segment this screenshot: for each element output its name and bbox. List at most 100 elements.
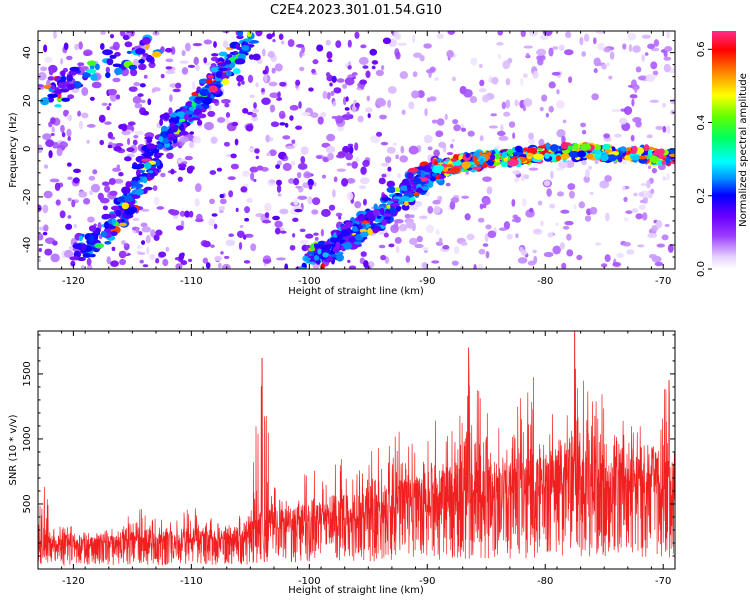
heatmap-cell <box>341 114 352 121</box>
heatmap-cell <box>630 155 640 161</box>
heatmap-cell <box>135 188 144 196</box>
heatmap-cell <box>358 185 367 190</box>
heatmap-cell <box>467 130 475 137</box>
heatmap-cell <box>124 243 128 248</box>
heatmap-cell <box>336 78 345 83</box>
heatmap-cell <box>199 88 209 97</box>
heatmap-cell <box>92 169 98 175</box>
heatmap-cell <box>617 156 623 163</box>
heatmap-cell <box>125 181 132 188</box>
spectrogram-x-tick-label: -70 <box>655 276 671 287</box>
heatmap-cell <box>360 44 367 49</box>
heatmap-cell <box>278 33 284 40</box>
snr-y-label: SNR (10 * v/v) <box>8 414 19 485</box>
heatmap-cell <box>337 151 347 157</box>
heatmap-cell <box>484 233 489 242</box>
heatmap-cell <box>579 36 584 46</box>
heatmap-cell <box>140 240 146 245</box>
heatmap-cell <box>335 40 342 49</box>
heatmap-cell <box>42 204 49 214</box>
heatmap-cell <box>357 115 364 123</box>
heatmap-cell <box>593 57 601 67</box>
heatmap-cell <box>528 31 538 37</box>
heatmap-cell <box>407 219 415 229</box>
heatmap-cell <box>116 164 120 169</box>
spectrogram-y-tick-label: 40 <box>22 46 33 59</box>
heatmap-cell <box>195 96 206 101</box>
heatmap-cell <box>213 223 218 230</box>
heatmap-cell <box>662 102 666 108</box>
heatmap-cell <box>56 147 63 157</box>
heatmap-cell <box>401 204 410 211</box>
heatmap-cell <box>629 94 638 99</box>
heatmap-cell <box>662 176 666 181</box>
heatmap-cell <box>365 107 373 113</box>
heatmap-cell <box>528 132 534 140</box>
heatmap-cell <box>654 261 664 267</box>
heatmap-cell <box>303 257 311 261</box>
snr-x-tick-label: -70 <box>655 576 671 587</box>
heatmap-cell <box>650 188 655 195</box>
heatmap-cell <box>488 125 499 129</box>
heatmap-cell <box>593 68 598 74</box>
heatmap-cell <box>555 167 564 171</box>
heatmap-cell <box>51 126 55 133</box>
heatmap-cell <box>320 112 327 118</box>
heatmap-cell <box>208 218 216 226</box>
heatmap-cell <box>82 253 92 258</box>
heatmap-cell <box>538 138 545 148</box>
heatmap-cell <box>38 233 44 241</box>
heatmap-cell <box>548 47 554 57</box>
heatmap-cell <box>566 233 572 241</box>
heatmap-cell <box>646 73 656 82</box>
heatmap-cell <box>505 78 511 86</box>
heatmap-cell <box>460 241 468 246</box>
heatmap-cell <box>395 51 401 60</box>
heatmap-cell <box>296 171 302 179</box>
heatmap-cell <box>279 208 289 215</box>
heatmap-cell <box>255 82 259 88</box>
heatmap-cell <box>517 257 528 264</box>
heatmap-cell <box>390 202 400 207</box>
heatmap-cell <box>333 176 338 183</box>
heatmap-cell <box>224 59 232 65</box>
heatmap-cell <box>643 144 650 152</box>
heatmap-cell <box>253 178 257 183</box>
heatmap-cell <box>342 83 348 89</box>
heatmap-cell <box>211 53 219 57</box>
heatmap-cell <box>536 48 547 57</box>
heatmap-cell <box>533 153 545 160</box>
heatmap-cell <box>552 245 562 255</box>
heatmap-cell <box>326 92 331 100</box>
heatmap-cell <box>362 65 369 69</box>
heatmap-cell <box>225 70 232 77</box>
heatmap-cell <box>416 187 422 192</box>
heatmap-cell <box>644 52 649 56</box>
heatmap-cell <box>292 233 296 238</box>
heatmap-cell <box>313 232 319 236</box>
heatmap-cell <box>175 116 180 121</box>
heatmap-cell <box>289 244 296 251</box>
heatmap-cell <box>275 179 282 186</box>
heatmap-cell <box>203 39 213 45</box>
heatmap-cell <box>637 244 645 248</box>
heatmap-cell <box>271 67 276 74</box>
heatmap-cell <box>332 189 336 198</box>
heatmap-cell <box>580 122 587 128</box>
heatmap-cell <box>100 230 108 238</box>
heatmap-cell <box>478 63 483 68</box>
heatmap-cell <box>407 167 419 173</box>
heatmap-cell <box>581 129 587 135</box>
heatmap-cell <box>121 240 126 246</box>
snr-y-tick-label: 1500 <box>22 361 33 386</box>
heatmap-cell <box>228 190 234 198</box>
heatmap-cell <box>614 133 622 138</box>
heatmap-cell <box>650 61 658 70</box>
heatmap-cell <box>344 107 350 111</box>
heatmap-cell <box>50 85 56 90</box>
heatmap-cell <box>640 183 647 187</box>
heatmap-cell <box>635 66 642 73</box>
heatmap-cell <box>354 31 360 39</box>
colorbar-label: Normalized spectral amplitude <box>738 73 749 227</box>
heatmap-cell <box>378 231 384 235</box>
